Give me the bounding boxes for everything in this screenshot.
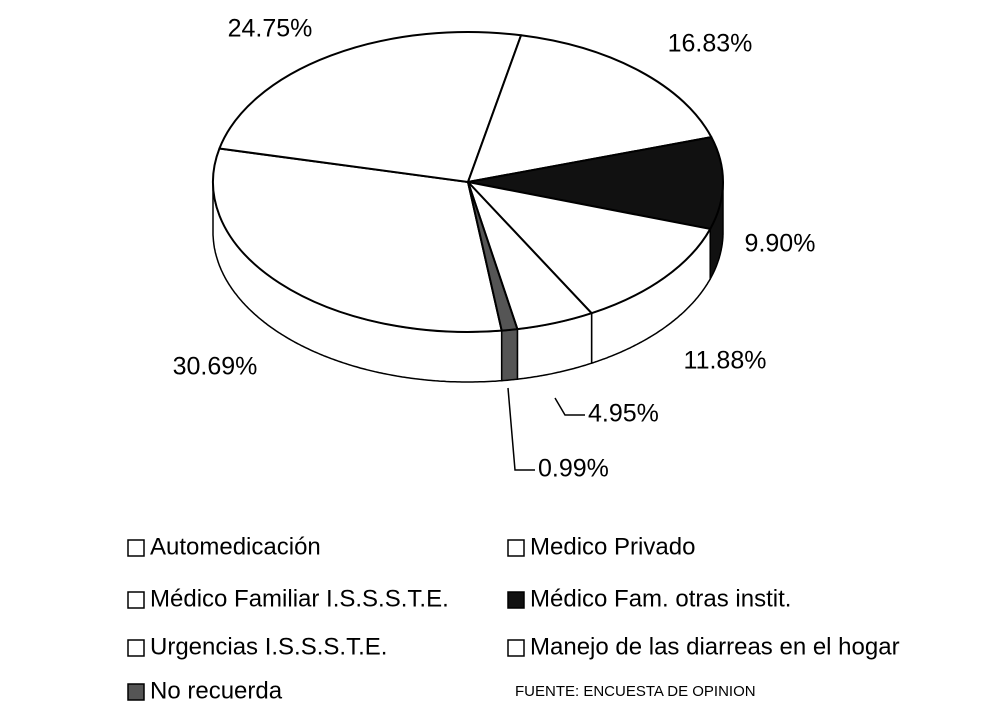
legend-swatch [127,683,145,701]
leader-line [554,397,585,416]
slice [212,147,503,333]
legend-label: Médico Fam. otras instit. [530,585,791,612]
legend-swatch [507,539,525,557]
source: FUENTE: ENCUESTA DE OPINION [515,683,756,700]
data-label: 9.90% [745,230,816,258]
slice-side [500,328,519,382]
legend-swatch [127,539,145,557]
data-label: 24.75% [228,15,313,43]
data-label: 0.99% [538,455,609,483]
legend-label: Manejo de las diarreas en el hogar [530,633,900,660]
legend-label: Urgencias I.S.S.S.T.E. [150,633,387,660]
legend-swatch [127,591,145,609]
data-label: 30.69% [173,353,258,381]
legend-label: Medico Privado [530,533,695,560]
legend-label: No recuerda [150,677,283,702]
leader-line [507,387,535,471]
slice [467,34,713,183]
slice [467,181,519,332]
legend-swatch [507,639,525,657]
slice [467,136,724,230]
legend-swatch [127,639,145,657]
legend-swatch [507,591,525,609]
pie-tops [212,31,724,333]
data-label: 11.88% [684,347,767,375]
data-label: 16.83% [668,30,753,58]
legend-label: Automedicación [150,533,321,560]
data-label: 4.95% [588,400,659,428]
slice [467,181,712,315]
slice [218,31,523,183]
legend-label: Médico Familiar I.S.S.S.T.E. [150,585,449,612]
